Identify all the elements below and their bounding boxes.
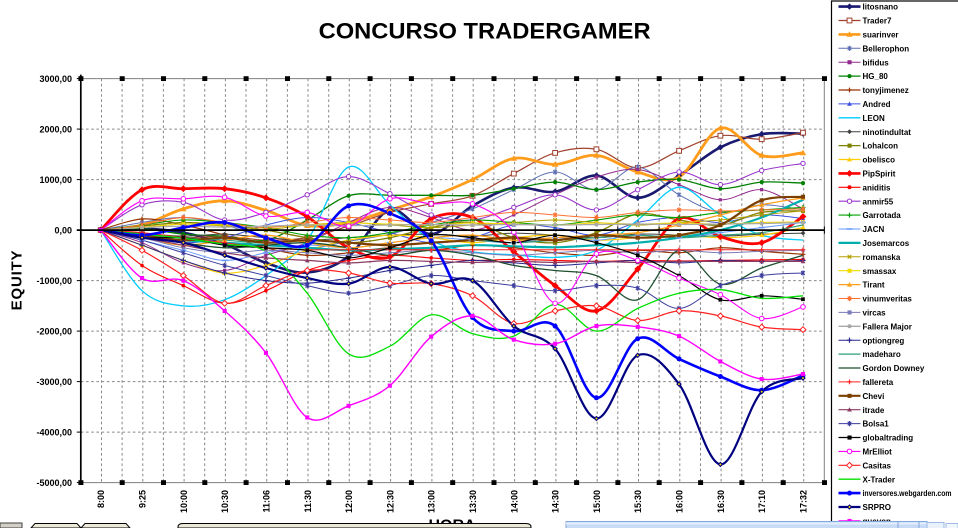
svg-text:9:25: 9:25 bbox=[138, 490, 148, 508]
svg-text:11:30: 11:30 bbox=[303, 490, 313, 513]
svg-text:Bolsa1: Bolsa1 bbox=[863, 420, 890, 429]
svg-text:13:00: 13:00 bbox=[427, 490, 437, 513]
svg-text:13:30: 13:30 bbox=[468, 490, 478, 513]
svg-text:EQUITY: EQUITY bbox=[9, 250, 26, 311]
svg-text:-1000,00: -1000,00 bbox=[36, 276, 72, 286]
svg-text:romanska: romanska bbox=[863, 253, 901, 262]
svg-text:ninotindultat: ninotindultat bbox=[863, 128, 912, 137]
svg-text:HG_80: HG_80 bbox=[863, 72, 889, 81]
svg-text:fallereta: fallereta bbox=[863, 378, 894, 387]
svg-text:-4000,00: -4000,00 bbox=[36, 427, 72, 437]
svg-text:inversores.webgarden.com: inversores.webgarden.com bbox=[863, 489, 952, 498]
svg-text:globaltrading: globaltrading bbox=[863, 434, 914, 443]
svg-text:14:00: 14:00 bbox=[509, 490, 519, 513]
svg-text:2000,00: 2000,00 bbox=[39, 124, 72, 134]
svg-text:Casitas: Casitas bbox=[863, 461, 892, 470]
svg-text:CONCURSO TRADERGAMER: CONCURSO TRADERGAMER bbox=[319, 19, 651, 44]
svg-text:LEON: LEON bbox=[863, 114, 885, 123]
svg-text:Trader7: Trader7 bbox=[863, 17, 892, 26]
svg-text:15:30: 15:30 bbox=[633, 490, 643, 513]
svg-text:tonyjimenez: tonyjimenez bbox=[863, 86, 909, 95]
svg-text:17:32: 17:32 bbox=[799, 490, 809, 513]
svg-text:1000,00: 1000,00 bbox=[39, 175, 72, 185]
svg-text:vinumveritas: vinumveritas bbox=[863, 295, 913, 304]
svg-text:8:00: 8:00 bbox=[96, 490, 106, 508]
svg-text:optiongreg: optiongreg bbox=[863, 336, 905, 345]
svg-text:-2000,00: -2000,00 bbox=[36, 326, 72, 336]
svg-text:16:30: 16:30 bbox=[716, 490, 726, 513]
svg-text:Fallera Major: Fallera Major bbox=[863, 322, 912, 331]
svg-text:-5000,00: -5000,00 bbox=[36, 478, 72, 488]
svg-text:0,00: 0,00 bbox=[54, 225, 72, 235]
svg-text:Lohalcon: Lohalcon bbox=[863, 142, 899, 151]
svg-text:-3000,00: -3000,00 bbox=[36, 377, 72, 387]
svg-text:12:00: 12:00 bbox=[344, 490, 354, 513]
svg-text:JACN: JACN bbox=[863, 225, 885, 234]
svg-text:SRPRO: SRPRO bbox=[863, 503, 891, 512]
svg-text:3000,00: 3000,00 bbox=[39, 74, 72, 84]
svg-text:vircas: vircas bbox=[863, 309, 887, 318]
svg-text:madeharo: madeharo bbox=[863, 350, 901, 359]
svg-text:14:30: 14:30 bbox=[551, 490, 561, 513]
svg-text:10:00: 10:00 bbox=[179, 490, 189, 513]
svg-text:MrElliot: MrElliot bbox=[863, 448, 893, 457]
svg-text:smassax: smassax bbox=[863, 267, 897, 276]
svg-text:12:30: 12:30 bbox=[385, 490, 395, 513]
svg-text:anmir55: anmir55 bbox=[863, 197, 894, 206]
svg-text:suarinver: suarinver bbox=[863, 31, 899, 40]
svg-text:PipSpirit: PipSpirit bbox=[863, 170, 896, 179]
svg-text:16:00: 16:00 bbox=[675, 490, 685, 513]
svg-text:HORA: HORA bbox=[428, 518, 476, 528]
svg-text:litosnano: litosnano bbox=[863, 3, 899, 12]
svg-text:bifidus: bifidus bbox=[863, 58, 890, 67]
svg-text:obelisco: obelisco bbox=[863, 156, 896, 165]
svg-text:Chevi: Chevi bbox=[863, 392, 885, 401]
svg-text:Gordon Downey: Gordon Downey bbox=[863, 364, 925, 373]
svg-text:17:10: 17:10 bbox=[757, 490, 767, 513]
svg-text:Tirant: Tirant bbox=[863, 281, 885, 290]
svg-text:aniditis: aniditis bbox=[863, 183, 892, 192]
svg-text:itrade: itrade bbox=[863, 406, 885, 415]
svg-text:X-Trader: X-Trader bbox=[863, 475, 895, 484]
svg-text:15:00: 15:00 bbox=[592, 490, 602, 513]
svg-text:11:06: 11:06 bbox=[261, 490, 271, 513]
svg-text:Josemarcos: Josemarcos bbox=[863, 239, 910, 248]
svg-text:10:30: 10:30 bbox=[220, 490, 230, 513]
svg-text:Garrotada: Garrotada bbox=[863, 211, 902, 220]
svg-text:Bellerophon: Bellerophon bbox=[863, 44, 910, 53]
svg-text:Andred: Andred bbox=[863, 100, 891, 109]
